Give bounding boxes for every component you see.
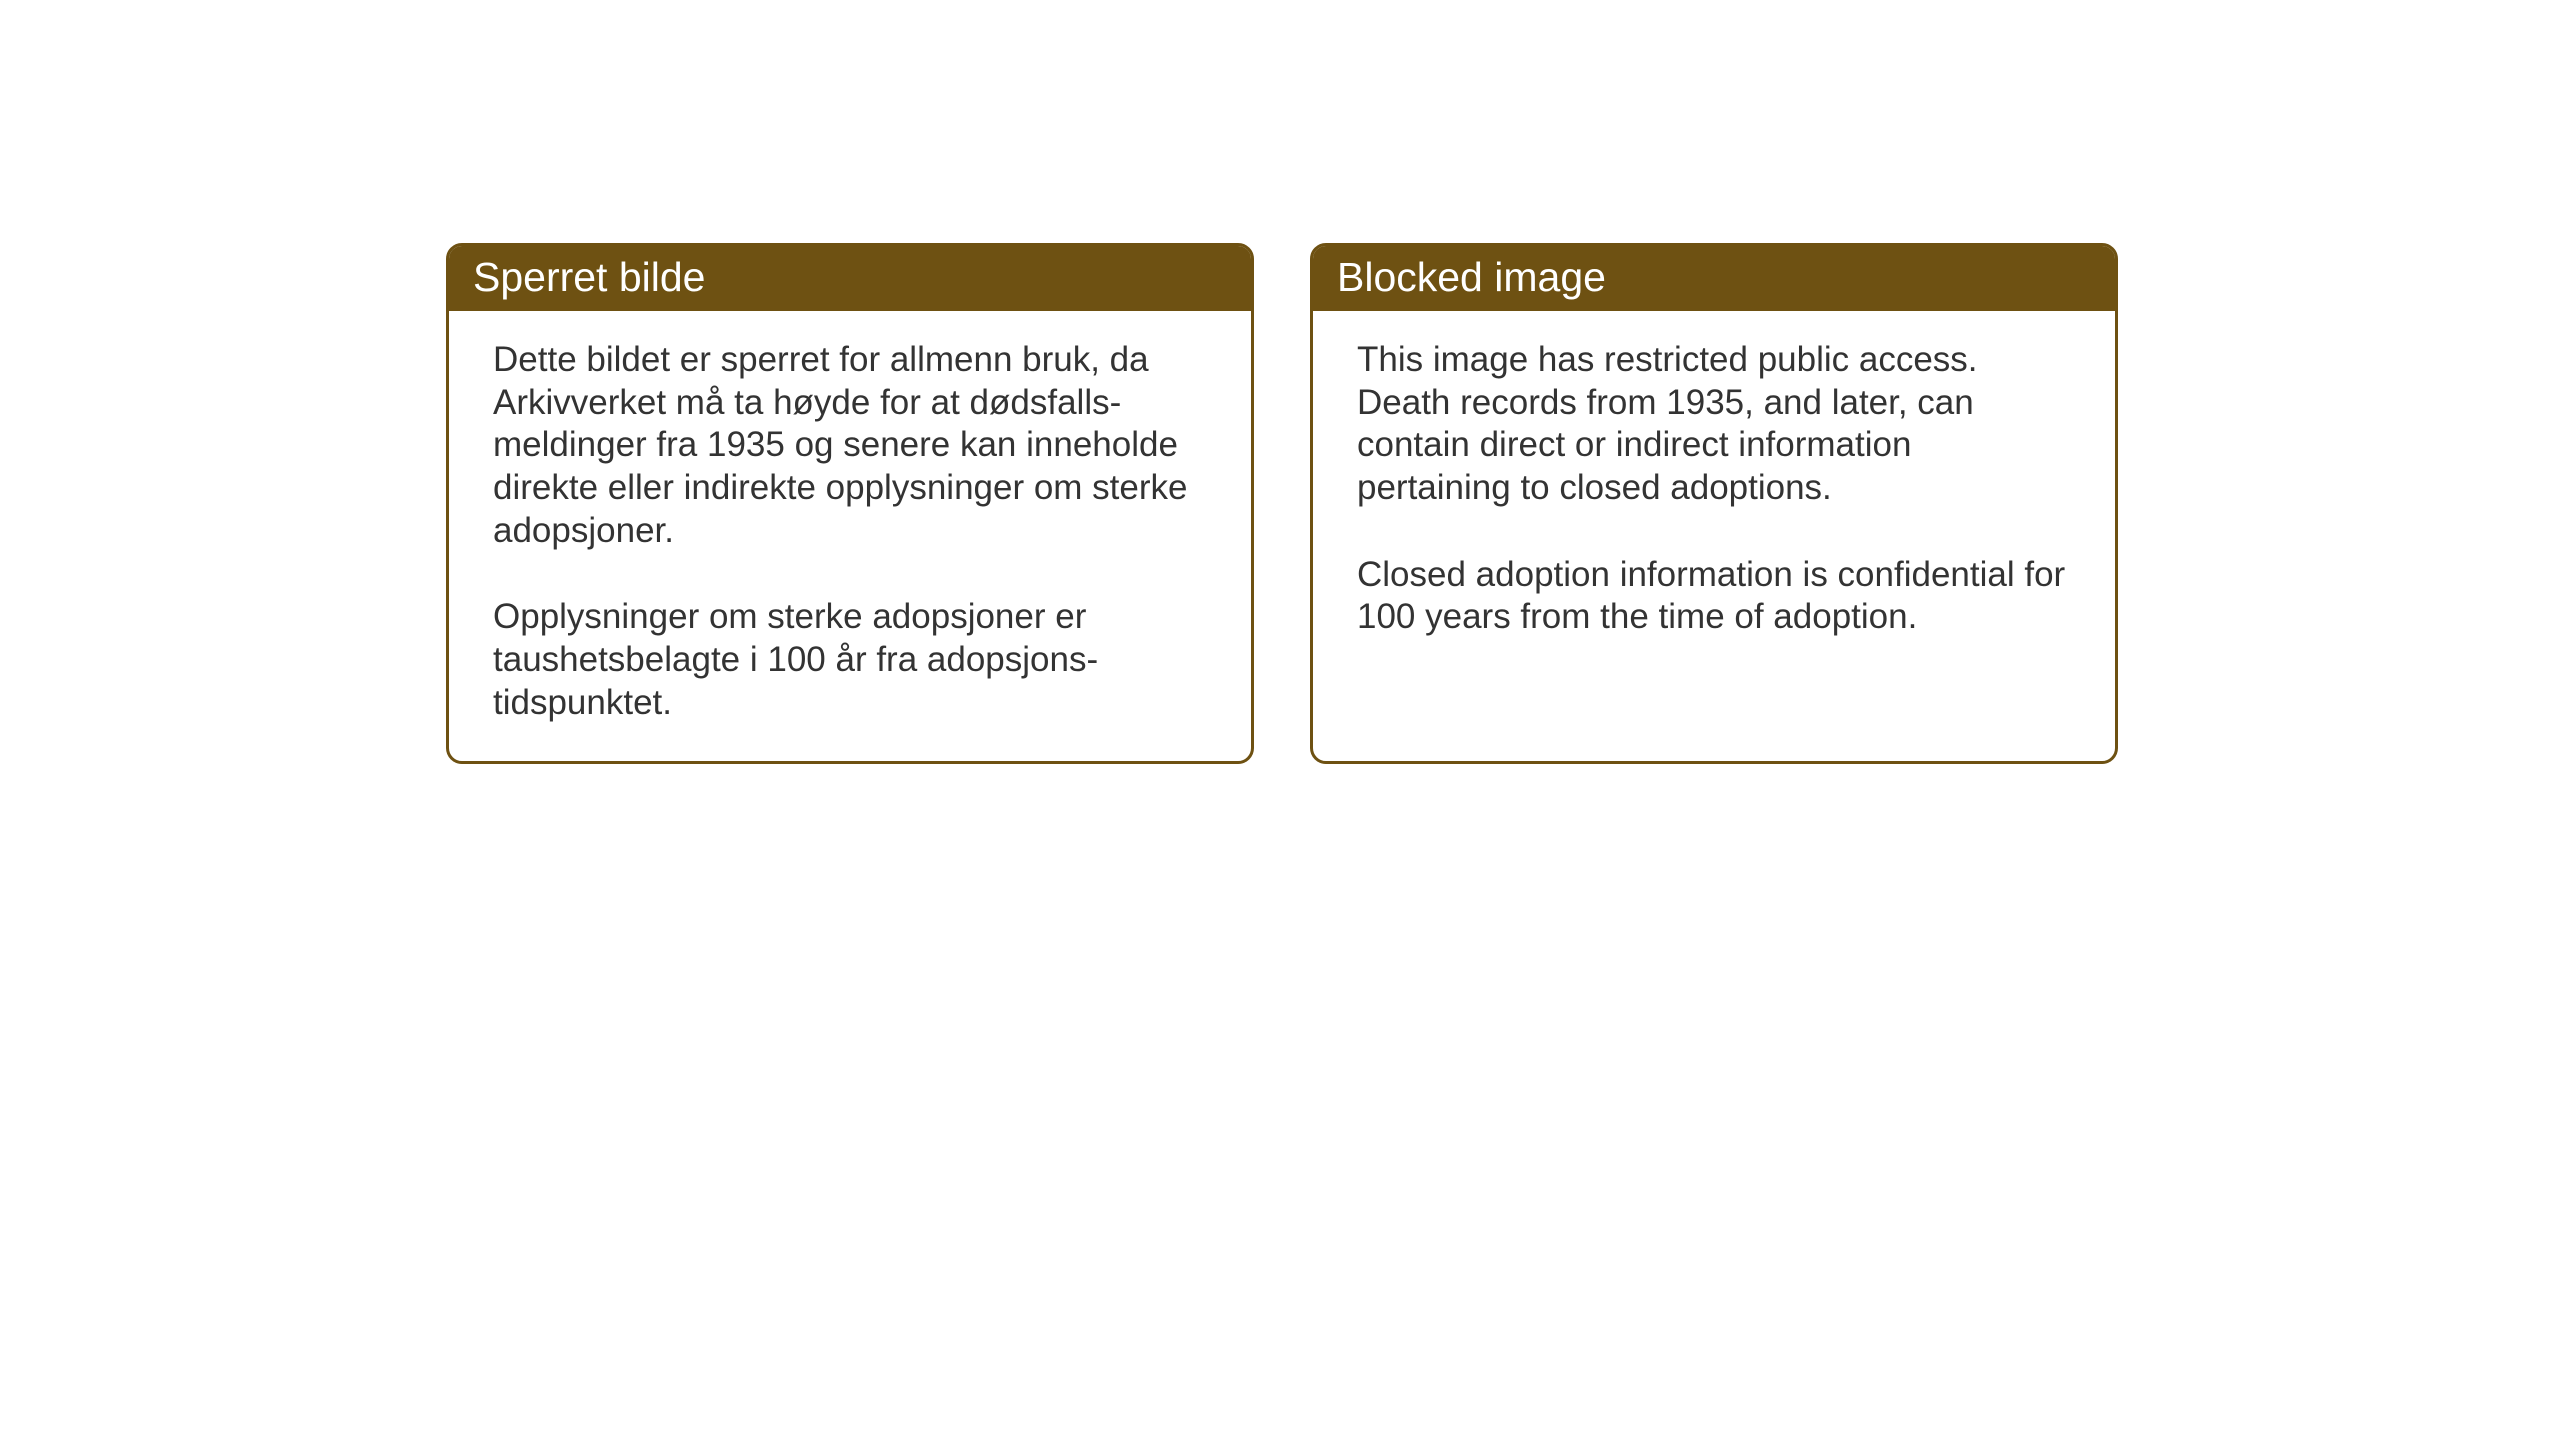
notice-header-english: Blocked image	[1313, 246, 2115, 311]
notice-paragraph: This image has restricted public access.…	[1357, 339, 2071, 510]
notice-card-norwegian: Sperret bilde Dette bildet er sperret fo…	[446, 243, 1254, 764]
notice-title-english: Blocked image	[1337, 254, 1606, 300]
notice-paragraph: Closed adoption information is confident…	[1357, 554, 2071, 639]
notice-header-norwegian: Sperret bilde	[449, 246, 1251, 311]
notice-paragraph: Dette bildet er sperret for allmenn bruk…	[493, 339, 1207, 552]
notice-container: Sperret bilde Dette bildet er sperret fo…	[446, 243, 2118, 764]
notice-title-norwegian: Sperret bilde	[473, 254, 705, 300]
notice-body-english: This image has restricted public access.…	[1313, 311, 2115, 675]
notice-body-norwegian: Dette bildet er sperret for allmenn bruk…	[449, 311, 1251, 761]
notice-paragraph: Opplysninger om sterke adopsjoner er tau…	[493, 596, 1207, 724]
notice-card-english: Blocked image This image has restricted …	[1310, 243, 2118, 764]
